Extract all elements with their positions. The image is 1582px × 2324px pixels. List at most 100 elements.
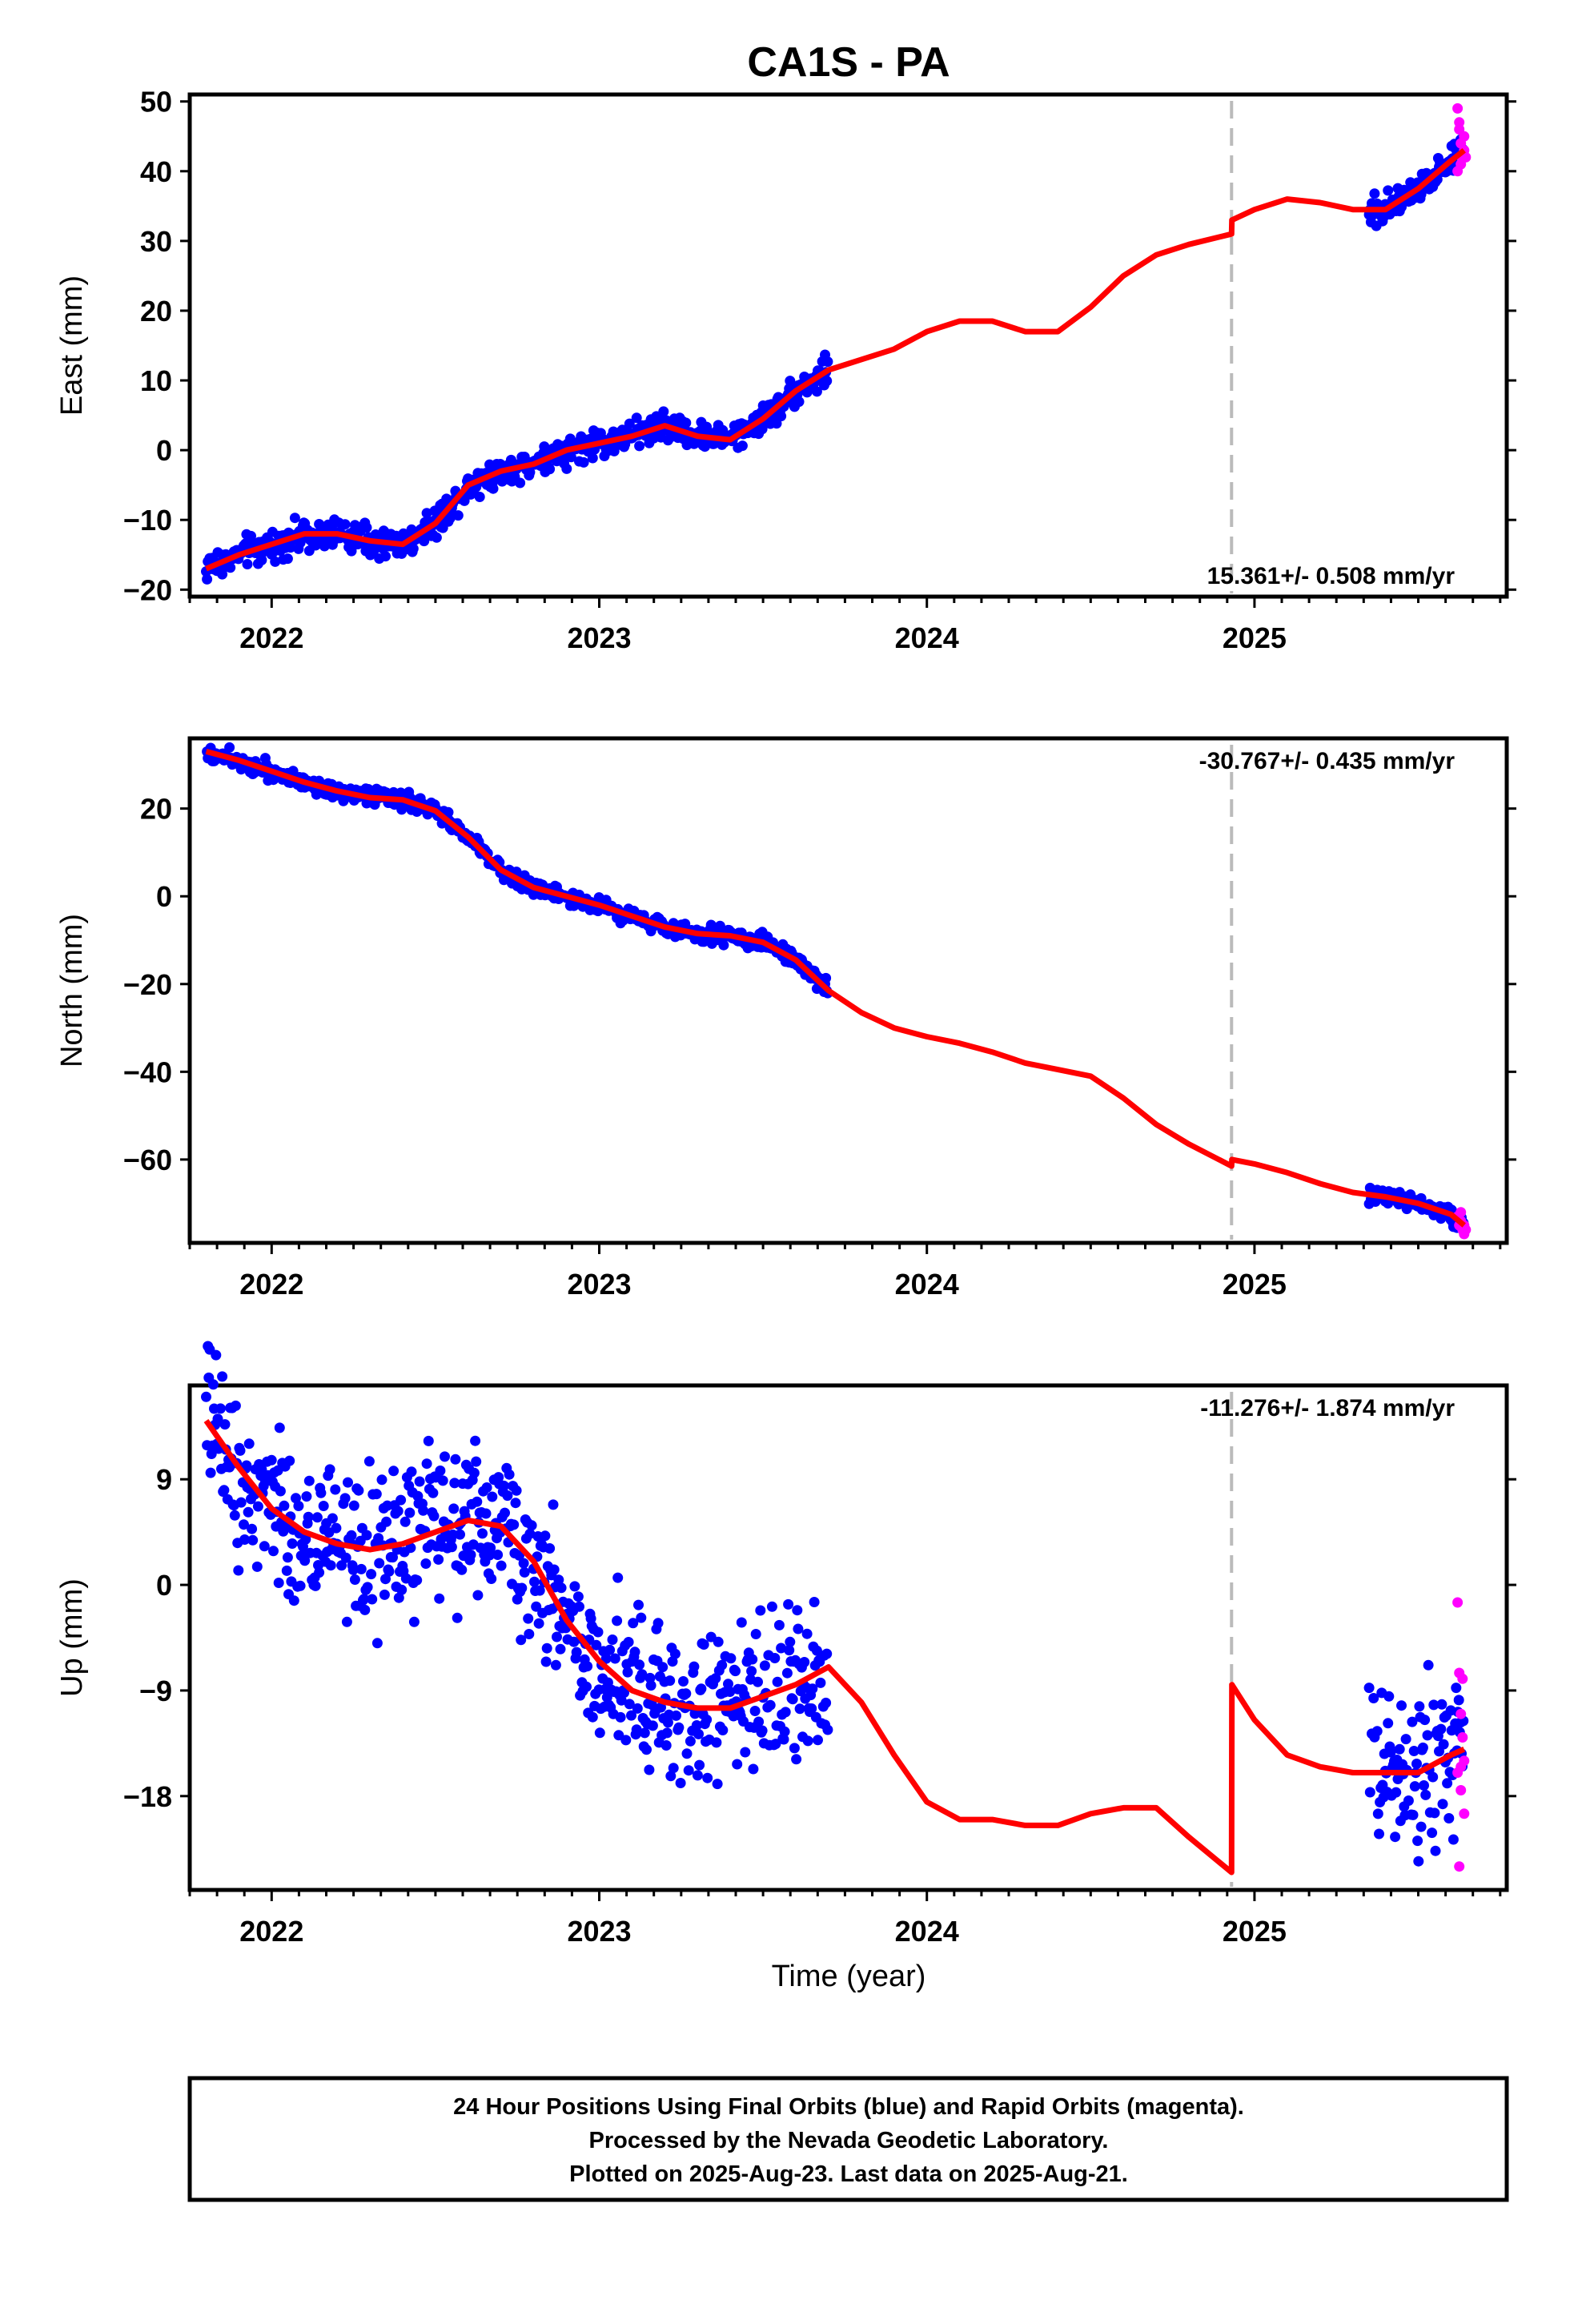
final-point [526,1520,537,1531]
final-point [1383,1718,1394,1729]
plot-frame [187,736,1509,1245]
final-point [474,492,485,502]
final-point [440,1451,450,1462]
final-point [624,418,635,429]
x-tick-label: 2023 [567,621,631,654]
final-point [629,1647,640,1658]
final-point [266,1454,277,1466]
final-point [241,1460,252,1471]
final-point [680,919,691,930]
final-point [488,483,499,494]
final-point [639,1727,650,1739]
final-point [581,1681,592,1692]
final-point [612,1615,623,1626]
panel-up: −18 −9 0 9 2022 2023 2024 2025 Up (mm) -11.276+/-… [55,1341,1516,1948]
final-point [1383,1691,1395,1702]
final-point [516,1582,528,1594]
final-point [696,1683,707,1695]
x-tick-label: 2024 [895,1915,959,1948]
final-point [396,1584,408,1595]
final-point [1396,1700,1407,1711]
final-point [212,1413,223,1425]
final-point [698,1639,709,1650]
final-point [456,1564,468,1575]
final-point [671,1710,681,1721]
final-point [518,1558,529,1569]
final-point [327,1513,338,1524]
final-point [325,1560,336,1571]
final-point [359,1594,370,1605]
final-point [419,536,430,547]
final-point [553,1574,564,1586]
final-point [310,1580,321,1591]
final-point [541,1642,552,1654]
final-point [514,1550,524,1561]
final-point [736,1617,747,1628]
final-point [239,1534,251,1545]
final-point [765,1699,776,1711]
y-tick-label: 20 [140,793,172,826]
final-point [1368,1693,1379,1703]
final-point [343,1477,353,1488]
x-tick-label: 2022 [239,1915,303,1948]
final-point [224,742,235,753]
final-point [723,1679,733,1690]
final-point [737,440,748,452]
final-point [1372,1808,1383,1819]
final-point [485,1542,496,1554]
final-point [794,1703,805,1715]
final-point [1371,1726,1383,1737]
footer-box [187,2076,1509,2202]
final-point [582,1661,593,1672]
final-point [202,573,213,585]
final-point [366,1569,377,1580]
final-point [612,1572,624,1583]
final-point [1414,1701,1425,1712]
final-point [428,1487,439,1498]
final-point [591,1639,602,1651]
rapid-point [1456,1207,1467,1218]
final-point [609,1653,620,1664]
final-point [571,1647,582,1658]
rapid-point [1454,1861,1465,1872]
final-point [374,1558,385,1569]
final-point [405,1542,416,1554]
final-point [211,1349,222,1361]
final-point [799,1657,810,1667]
y-tick-label: −10 [123,504,172,537]
final-point [1437,1799,1448,1810]
final-point [508,1519,520,1530]
final-point [205,1467,216,1478]
final-point [548,1564,560,1575]
final-point [757,1725,768,1736]
final-point [219,1419,231,1430]
final-point [693,1728,704,1739]
final-point [631,412,642,424]
final-point [1417,1742,1428,1753]
final-point [492,1550,504,1560]
final-point [299,1555,311,1566]
final-point [669,1648,681,1659]
final-point [1419,1780,1429,1791]
x-tick-label: 2024 [895,1268,959,1301]
final-point [556,1582,567,1594]
final-point [533,1618,544,1629]
final-point [393,1592,404,1603]
final-point [662,1717,673,1728]
y-tick-label: −18 [123,1780,172,1813]
final-point [1391,1787,1402,1798]
final-point [665,1675,676,1687]
final-point [802,1735,813,1747]
final-point [776,411,787,422]
final-point [675,1778,686,1788]
final-point [712,1779,723,1790]
final-point [418,1505,429,1516]
final-point [766,1601,777,1612]
final-point [661,1727,673,1739]
final-point [1390,1831,1401,1843]
final-point [201,1391,211,1402]
final-point [353,1485,364,1496]
panel-east: −20 −10 0 10 20 30 40 50 2022 2023 2024 2025 East (m… [55,86,1516,654]
final-point [1427,1827,1438,1839]
final-point [787,1694,798,1705]
